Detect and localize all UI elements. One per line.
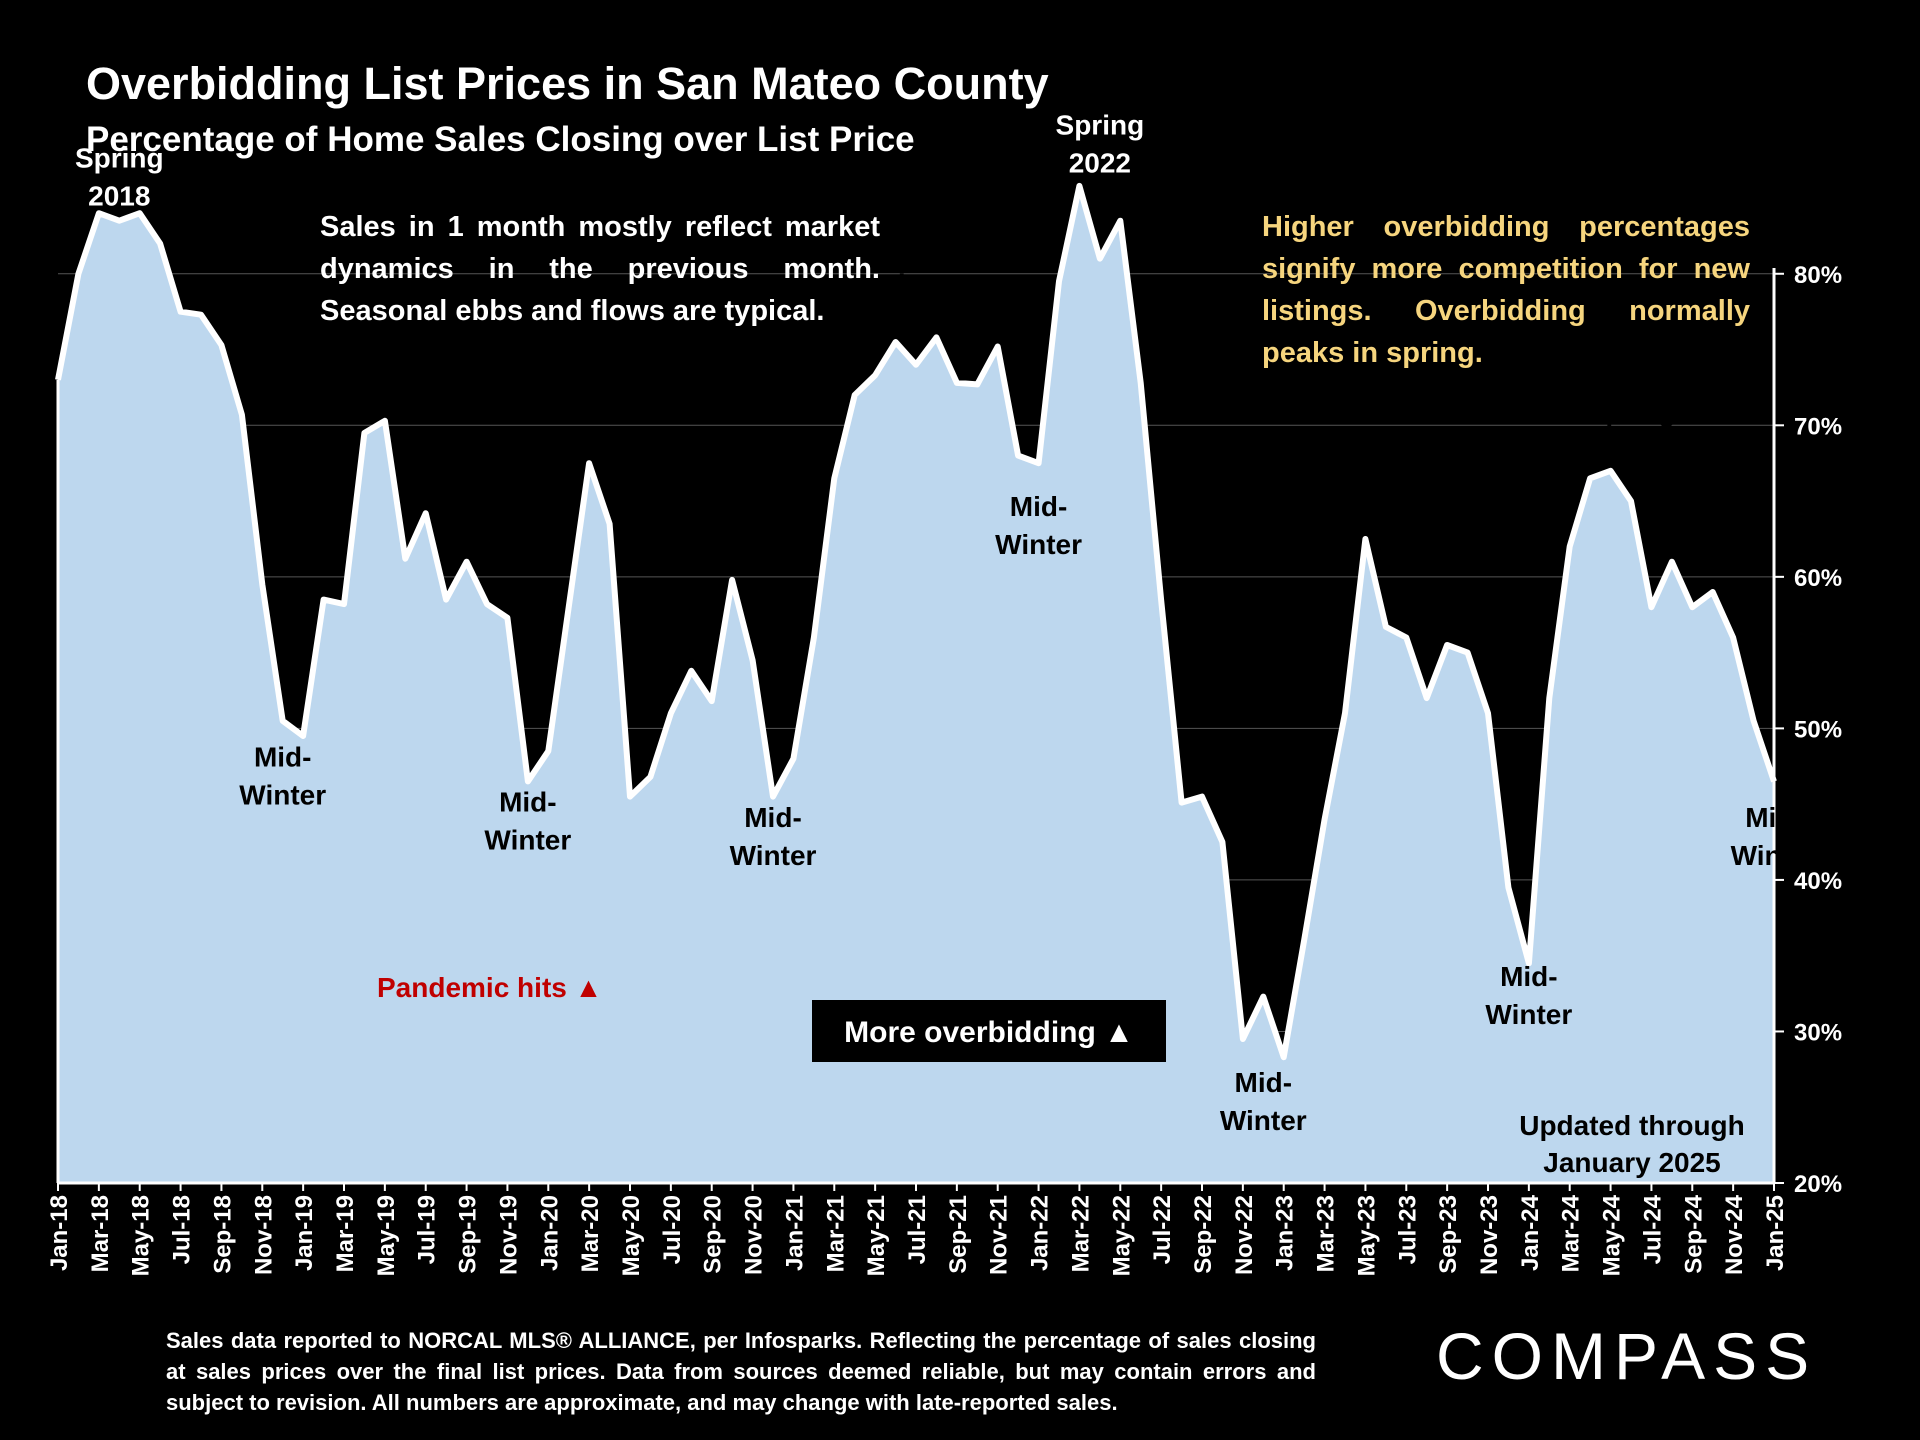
annotation-label: Fall xyxy=(708,506,756,537)
x-tick-label: Mar-19 xyxy=(332,1195,359,1272)
annotation-label: Spring xyxy=(341,347,430,378)
x-tick-label: Jan-20 xyxy=(536,1195,563,1271)
x-tick-label: Mar-23 xyxy=(1313,1195,1340,1272)
x-tick-label: Jan-22 xyxy=(1027,1195,1054,1271)
y-tick-labels: 20% 30% 40% 50% 60% 70% 80% xyxy=(1774,262,1842,1198)
y-tick-label: 30% xyxy=(1794,1019,1842,1046)
x-tick-label: Sep-20 xyxy=(700,1195,727,1274)
y-tick-label: 20% xyxy=(1794,1171,1842,1198)
updated-through-line-1: Updated through xyxy=(1519,1110,1745,1141)
y-tick-label: 70% xyxy=(1794,413,1842,440)
annotation-label: Spring xyxy=(851,268,940,299)
x-tick-label: Jan-24 xyxy=(1517,1194,1544,1271)
annotation-label: Mid- xyxy=(1500,961,1558,992)
y-tick-label: 80% xyxy=(1794,262,1842,289)
annotation-label: Winter xyxy=(1485,999,1572,1030)
x-tick-label: May-24 xyxy=(1599,1194,1626,1276)
x-tick-label: Mar-22 xyxy=(1067,1195,1094,1272)
updated-through-line-2: January 2025 xyxy=(1543,1147,1720,1178)
x-tick-label: Jul-23 xyxy=(1394,1195,1421,1264)
x-tick-label: May-18 xyxy=(128,1195,155,1276)
x-tick-label: Jul-18 xyxy=(169,1195,196,1264)
x-tick-label: May-19 xyxy=(373,1195,400,1276)
annotation-label: Mid- xyxy=(254,741,312,772)
x-tick-labels: Jan-18 Mar-18 May-18 Jul-18 Sep-18 Nov-18 Jan-… xyxy=(46,1183,1789,1276)
y-tick-label: 60% xyxy=(1794,565,1842,592)
y-tick-label: 40% xyxy=(1794,868,1842,895)
x-tick-label: Jan-23 xyxy=(1272,1195,1299,1271)
annotation-label: Winter xyxy=(1220,1105,1307,1136)
x-tick-label: Jul-21 xyxy=(904,1195,931,1264)
x-tick-label: Jul-19 xyxy=(414,1195,441,1264)
more-overbidding-label: More overbidding ▲ xyxy=(844,1016,1134,1049)
note-left: Sales in 1 month mostly reflect market d… xyxy=(320,211,880,327)
x-tick-label: Mar-24 xyxy=(1558,1194,1585,1272)
annotations: Spring 2018 Spring 2019 Fall 2020 Spring 2021 Sp… xyxy=(75,109,1818,1136)
x-tick-label: Sep-23 xyxy=(1435,1195,1462,1274)
annotation-label: 2022 xyxy=(1069,147,1131,178)
x-tick-label: Nov-18 xyxy=(250,1195,277,1275)
annotation-label: Winter xyxy=(995,529,1082,560)
overbidding-line xyxy=(55,182,1777,1061)
annotation-label: 2024 xyxy=(1600,434,1663,465)
x-tick-label: Nov-22 xyxy=(1231,1195,1258,1275)
annotation-label: 2023 xyxy=(1334,499,1396,530)
annotation-label: Spring xyxy=(1056,109,1145,140)
x-tick-label: Sep-19 xyxy=(455,1195,482,1274)
more-overbidding-box xyxy=(812,1000,1166,1062)
x-tick-label: May-22 xyxy=(1108,1195,1135,1276)
annotation-label: Mid- xyxy=(1745,802,1803,833)
annotation-label: 2020 xyxy=(701,544,763,575)
x-tick-label: Nov-23 xyxy=(1476,1195,1503,1275)
x-tick-label: Mar-18 xyxy=(87,1195,114,1272)
annotation-label: Spring xyxy=(1587,396,1676,427)
x-tick-label: Sep-22 xyxy=(1190,1195,1217,1274)
annotation-label: May xyxy=(1338,461,1393,492)
compass-logo: COMPASS xyxy=(1436,1319,1818,1393)
overbidding-area xyxy=(58,185,1774,1183)
x-tick-label: Mar-20 xyxy=(577,1195,604,1272)
x-tick-label: Jul-20 xyxy=(659,1195,686,1264)
x-tick-label: Mar-21 xyxy=(822,1195,849,1272)
x-tick-label: Jan-25 xyxy=(1762,1195,1789,1271)
x-tick-label: Jan-18 xyxy=(46,1195,73,1271)
x-tick-label: Jul-22 xyxy=(1149,1195,1176,1264)
annotation-label: Mid- xyxy=(499,787,557,818)
annotation-label: Mid- xyxy=(1010,491,1068,522)
x-tick-label: May-21 xyxy=(863,1195,890,1276)
annotation-label: Spring xyxy=(75,143,164,174)
annotation-label: Winter xyxy=(239,779,326,810)
annotation-label: Winter xyxy=(484,825,571,856)
x-tick-label: Nov-19 xyxy=(495,1195,522,1275)
x-tick-label: May-20 xyxy=(618,1195,645,1276)
x-tick-label: May-23 xyxy=(1353,1195,1380,1276)
chart-subtitle: Percentage of Home Sales Closing over Li… xyxy=(86,120,915,159)
x-tick-label: Jan-21 xyxy=(781,1195,808,1271)
x-tick-label: Jan-19 xyxy=(291,1195,318,1271)
x-tick-label: Nov-20 xyxy=(741,1195,768,1275)
x-tick-label: Nov-21 xyxy=(986,1195,1013,1275)
chart-title: Overbidding List Prices in San Mateo Cou… xyxy=(86,58,1049,109)
x-tick-label: Jul-24 xyxy=(1639,1194,1666,1264)
x-tick-label: Sep-24 xyxy=(1680,1194,1707,1273)
x-tick-label: Nov-24 xyxy=(1721,1194,1748,1275)
x-tick-label: Sep-21 xyxy=(945,1195,972,1274)
annotation-label: Mid- xyxy=(1235,1067,1293,1098)
y-tick-label: 50% xyxy=(1794,716,1842,743)
annotation-label: Winter xyxy=(1731,840,1818,871)
annotation-label: Winter xyxy=(730,840,817,871)
note-right: Higher overbidding percentages signify m… xyxy=(1262,211,1750,369)
footnote: Sales data reported to NORCAL MLS® ALLIA… xyxy=(166,1328,1316,1415)
annotation-label: 2018 xyxy=(88,181,150,212)
pandemic-callout: Pandemic hits ▲ xyxy=(377,972,602,1003)
annotation-label: 2021 xyxy=(864,306,926,337)
x-tick-label: Sep-18 xyxy=(209,1195,236,1274)
annotation-label: 2019 xyxy=(354,385,416,416)
annotation-label: Mid- xyxy=(744,802,802,833)
